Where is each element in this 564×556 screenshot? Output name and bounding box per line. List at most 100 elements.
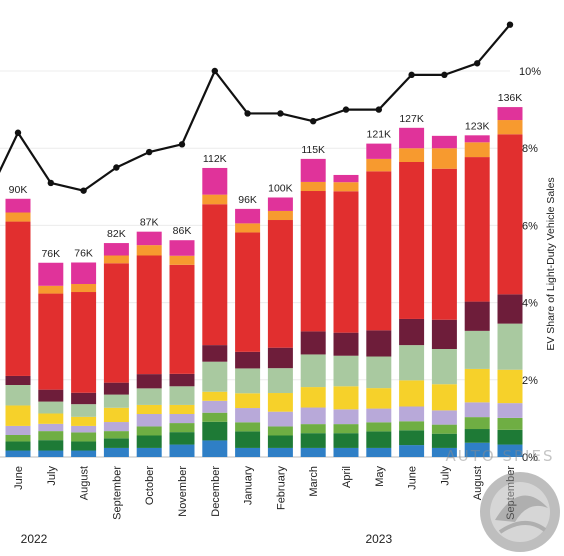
bar-segment-light-green (497, 417, 523, 430)
bar-segment-maroon (300, 331, 326, 355)
bar-segment-light-green (202, 412, 228, 422)
ev-share-point (211, 67, 218, 75)
bar-segment-light-green (136, 426, 162, 436)
bar-segment-yellow (103, 407, 129, 423)
bar-segment-red (169, 264, 195, 374)
ev-share-point (506, 21, 514, 28)
bar-segment-light-green (366, 422, 392, 432)
bar-segment-red (71, 292, 97, 393)
bar-segment-lavender (235, 408, 261, 423)
bar-segment-light-green (267, 426, 293, 436)
bar-total-label: 76K (74, 247, 93, 259)
bar-segment-maroon (202, 345, 228, 362)
ev-share-point (310, 117, 317, 125)
bar-stack (366, 143, 392, 457)
bar-segment-orange (497, 120, 523, 135)
bar-total-labels: 90K 76K 76K 82K 87K 86K 112K 96K 100K 115K 121K 127… (9, 92, 523, 260)
bar-total-label: 76K (41, 248, 60, 260)
bar-segment-red (103, 263, 129, 383)
bar-segment-dark-green (464, 429, 490, 443)
bar-segment-sage (169, 386, 195, 405)
bar-segment-blue (366, 447, 392, 457)
bar-segment-sage (202, 361, 228, 392)
watermark-text: AUTO SPIES (446, 447, 555, 465)
bar-segment-orange (71, 283, 97, 293)
bar-segment-dark-green (103, 438, 129, 448)
bar-segment-sage (235, 368, 261, 394)
x-tick-label: July (439, 466, 451, 486)
bar-segment-sage (300, 354, 326, 388)
bar-segment-red (431, 168, 457, 320)
bar-segment-magenta (136, 231, 162, 246)
bar-segment-dark-green (136, 435, 162, 448)
bar-segment-sage (497, 323, 523, 370)
bar-segment-magenta (5, 198, 31, 213)
bar-segment-yellow (267, 393, 293, 412)
bar-segment-dark-green (267, 435, 293, 448)
bar-stack (5, 198, 31, 457)
bar-total-label: 127K (399, 113, 424, 125)
bar-segment-red (5, 221, 31, 376)
bar-segment-blue (235, 447, 261, 457)
bar-segment-maroon (333, 332, 359, 356)
bar-stack (267, 197, 293, 457)
bar-segment-maroon (399, 318, 425, 346)
x-axis: June July August September October November De… (13, 466, 517, 546)
bar-total-label: 87K (140, 217, 159, 229)
bar-segment-light-green (38, 431, 64, 441)
bar-segment-orange (103, 255, 129, 264)
bar-segment-sage (136, 388, 162, 405)
year-label: 2022 (21, 532, 48, 546)
bar-segment-sage (103, 394, 129, 408)
bar-segment-dark-green (38, 440, 64, 451)
bar-segment-yellow (497, 369, 523, 404)
bar-segment-red (202, 204, 228, 346)
bar-segment-maroon (431, 319, 457, 349)
bar-segment-blue (497, 444, 523, 457)
bar-segment-lavender (267, 411, 293, 427)
bar-segment-maroon (136, 374, 162, 389)
bar-segment-dark-green (366, 431, 392, 448)
bar-segment-maroon (5, 375, 31, 385)
bar-segment-blue (202, 440, 228, 457)
bar-segment-red (300, 191, 326, 332)
bar-segment-magenta (300, 158, 326, 182)
year-label: 2023 (365, 532, 392, 546)
bar-segment-sage (38, 401, 64, 414)
bar-stack (38, 262, 64, 457)
bar-total-label: 136K (498, 92, 523, 104)
bar-segment-light-green (169, 423, 195, 433)
right-axis-tick-label: 8% (522, 143, 538, 155)
bar-segment-blue (169, 444, 195, 457)
bar-segment-lavender (300, 407, 326, 425)
bar-total-label: 96K (238, 194, 257, 206)
bar-total-label: 115K (301, 144, 325, 156)
bar-segment-maroon (366, 330, 392, 357)
ev-share-point (244, 110, 251, 117)
bar-segment-lavender (71, 425, 97, 433)
bar-segment-dark-green (399, 430, 425, 446)
ev-share-point (14, 129, 22, 136)
bar-total-label: 121K (367, 129, 392, 141)
bar-segment-maroon (38, 389, 64, 402)
x-tick-label: September (111, 466, 123, 520)
bar-stack (235, 208, 261, 457)
ev-share-point (375, 106, 382, 113)
x-tick-label: February (275, 466, 287, 511)
bar-segment-blue (38, 450, 64, 457)
bar-segment-dark-green (202, 421, 228, 441)
bar-stack (103, 243, 129, 457)
bar-stack (202, 167, 228, 457)
bar-segment-lavender (399, 406, 425, 422)
bar-segment-blue (267, 447, 293, 457)
stacked-bars (5, 107, 523, 457)
bar-stack (71, 262, 97, 457)
autospies-logo (480, 472, 560, 552)
bar-segment-blue (399, 445, 425, 457)
right-axis-tick-label: 2% (522, 375, 538, 387)
bar-segment-lavender (464, 402, 490, 418)
bar-segment-red (497, 134, 523, 295)
bar-segment-orange (399, 148, 425, 162)
x-tick-label: May (374, 466, 386, 487)
